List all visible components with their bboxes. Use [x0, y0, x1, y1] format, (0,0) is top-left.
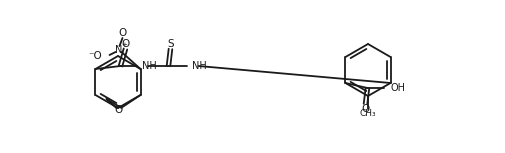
Text: O: O: [118, 28, 126, 38]
Text: N: N: [115, 45, 122, 55]
Text: O: O: [361, 104, 369, 114]
Text: +: +: [121, 42, 127, 48]
Text: NH: NH: [192, 61, 207, 71]
Text: OH: OH: [390, 83, 405, 93]
Text: ⁻O: ⁻O: [88, 51, 103, 61]
Text: O: O: [121, 39, 129, 49]
Text: CH₃: CH₃: [359, 110, 376, 119]
Text: S: S: [167, 39, 173, 49]
Text: O: O: [114, 105, 122, 115]
Text: NH: NH: [142, 61, 157, 71]
